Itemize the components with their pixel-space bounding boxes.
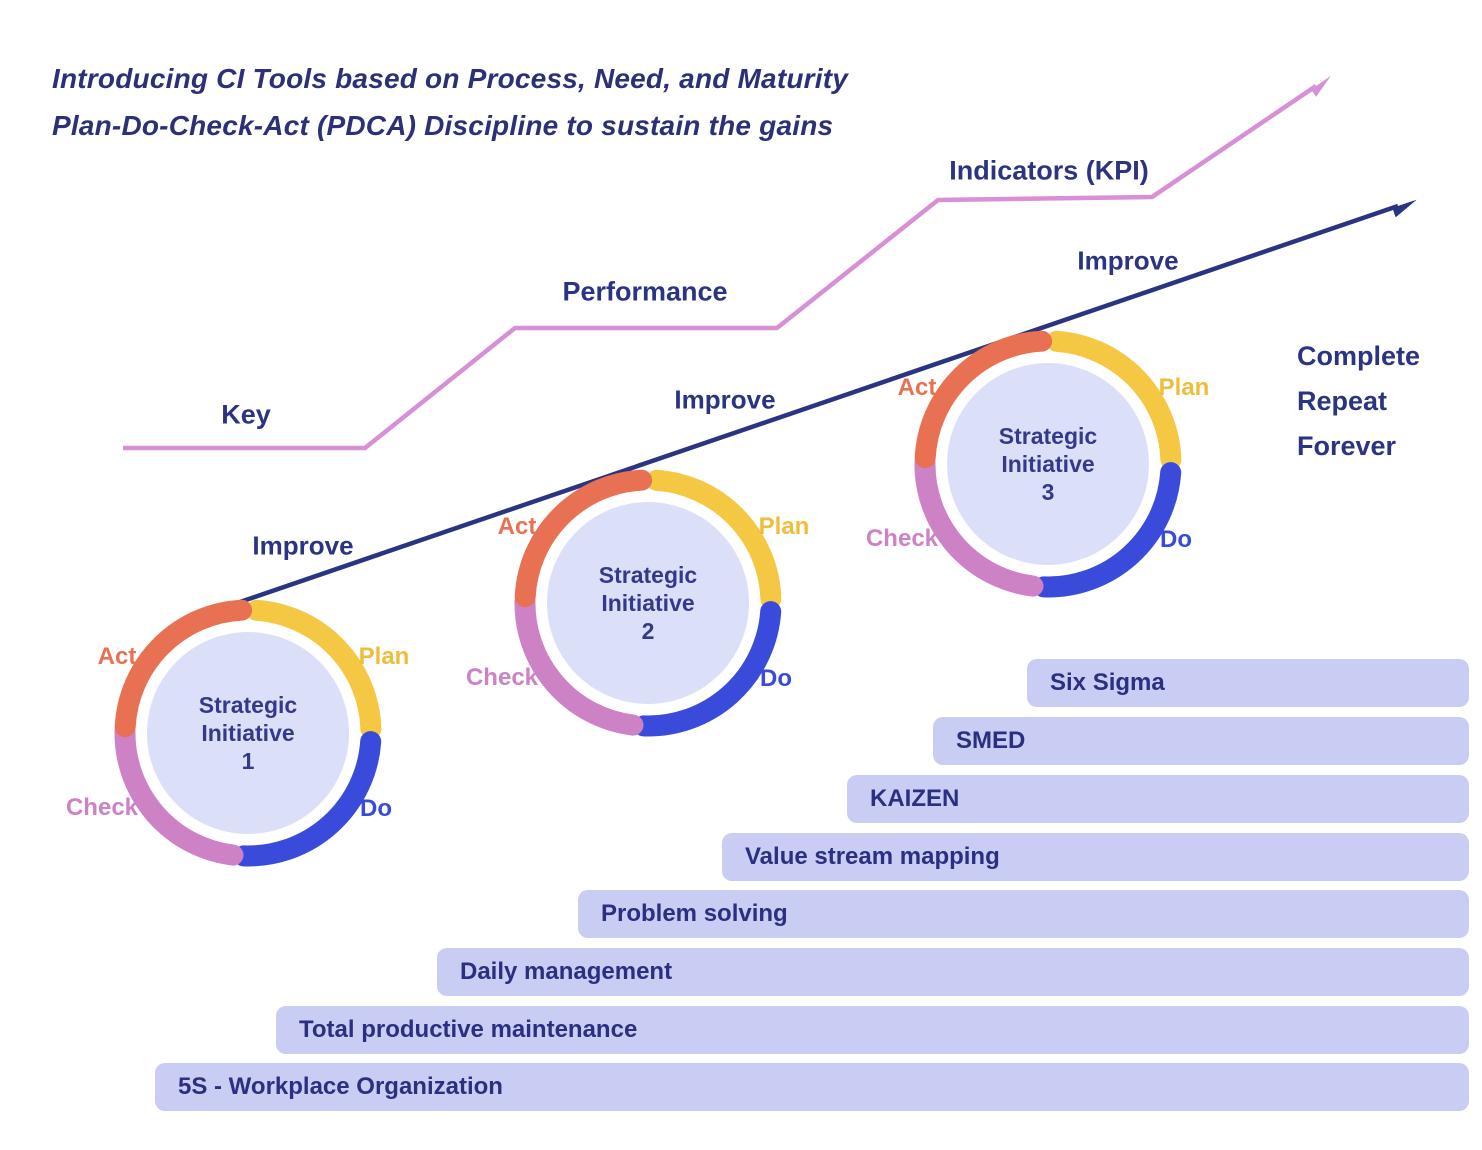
- pdca-inner-circle-1: [147, 632, 349, 834]
- strategic-initiative-3: Strategic Initiative 3: [948, 422, 1148, 506]
- do-arc-2: [633, 601, 782, 737]
- plan-arc-2: [646, 469, 782, 610]
- kpi-label-performance: Performance: [562, 276, 728, 307]
- cycle-1-line-1: Strategic: [198, 692, 298, 718]
- check-label-3: Check: [865, 525, 939, 552]
- do-arc-1: [233, 731, 382, 867]
- end-note-line-3: Forever: [1297, 431, 1397, 461]
- cycle-2-number: 2: [641, 618, 655, 644]
- cycle-3-line-2: Initiative: [1001, 451, 1095, 477]
- check-label-2: Check: [465, 664, 539, 691]
- do-label-1: Do: [360, 795, 392, 822]
- tool-bar-six-sigma: Six Sigma: [1027, 659, 1469, 707]
- check-arc-3: [914, 451, 1044, 597]
- act-label-2: Act: [497, 513, 537, 540]
- do-label-2: Do: [760, 665, 792, 692]
- tool-bar-5s-workplace-organization: 5S - Workplace Organization: [155, 1063, 1469, 1111]
- act-label-1: Act: [97, 643, 137, 670]
- cycle-1-number: 1: [241, 748, 255, 774]
- improve-label-3: Improve: [1077, 245, 1179, 276]
- pdca-ring-3: [914, 330, 1182, 598]
- cycle-3-line-1: Strategic: [998, 423, 1098, 449]
- tool-bar-smed: SMED: [933, 717, 1469, 765]
- check-arc-2: [514, 590, 644, 736]
- pdca-inner-circle-3: [947, 363, 1149, 565]
- do-label-3: Do: [1160, 526, 1192, 553]
- improve-label-1: Improve: [252, 530, 354, 561]
- cycle-3-number: 3: [1041, 479, 1055, 505]
- plan-label-3: Plan: [1158, 374, 1210, 401]
- tool-bar-kaizen: KAIZEN: [847, 775, 1469, 823]
- plan-label-2: Plan: [758, 513, 810, 540]
- kpi-step-arrow: [123, 86, 1316, 451]
- tool-bar-total-productive-maintenance: Total productive maintenance: [276, 1006, 1469, 1054]
- kpi-label-indicators: Indicators (KPI): [949, 155, 1149, 186]
- act-label-3: Act: [897, 374, 937, 401]
- end-note: Complete Repeat Forever: [1297, 334, 1420, 469]
- cycle-2-line-1: Strategic: [598, 562, 698, 588]
- strategic-initiative-1: Strategic Initiative 1: [148, 691, 348, 775]
- kpi-label-key: Key: [221, 399, 271, 430]
- cycle-2-line-2: Initiative: [601, 590, 695, 616]
- strategic-initiative-2: Strategic Initiative 2: [548, 561, 748, 645]
- plan-label-1: Plan: [358, 643, 410, 670]
- do-arc-3: [1033, 462, 1182, 598]
- act-arc-3: [914, 330, 1053, 469]
- tool-bar-problem-solving: Problem solving: [578, 890, 1469, 938]
- pdca-ring-1: [114, 599, 382, 867]
- improve-trend-arrow: [239, 206, 1398, 605]
- title-line-2: Plan-Do-Check-Act (PDCA) Discipline to s…: [52, 110, 834, 141]
- title-line-1: Introducing CI Tools based on Process, N…: [52, 63, 849, 94]
- tool-bar-daily-management: Daily management: [437, 948, 1469, 996]
- plan-arc-1: [246, 599, 382, 740]
- pdca-inner-circle-2: [547, 502, 749, 704]
- end-note-line-1: Complete: [1297, 341, 1421, 371]
- cycle-1-line-2: Initiative: [201, 720, 295, 746]
- act-arc-1: [114, 599, 253, 738]
- pdca-ring-2: [514, 469, 782, 737]
- improve-label-2: Improve: [674, 384, 776, 415]
- tool-bar-value-stream-mapping: Value stream mapping: [722, 833, 1469, 881]
- act-arc-2: [514, 469, 653, 608]
- check-label-1: Check: [65, 794, 139, 821]
- end-note-line-2: Repeat: [1297, 386, 1388, 416]
- plan-arc-3: [1046, 330, 1182, 471]
- check-arc-1: [114, 720, 244, 866]
